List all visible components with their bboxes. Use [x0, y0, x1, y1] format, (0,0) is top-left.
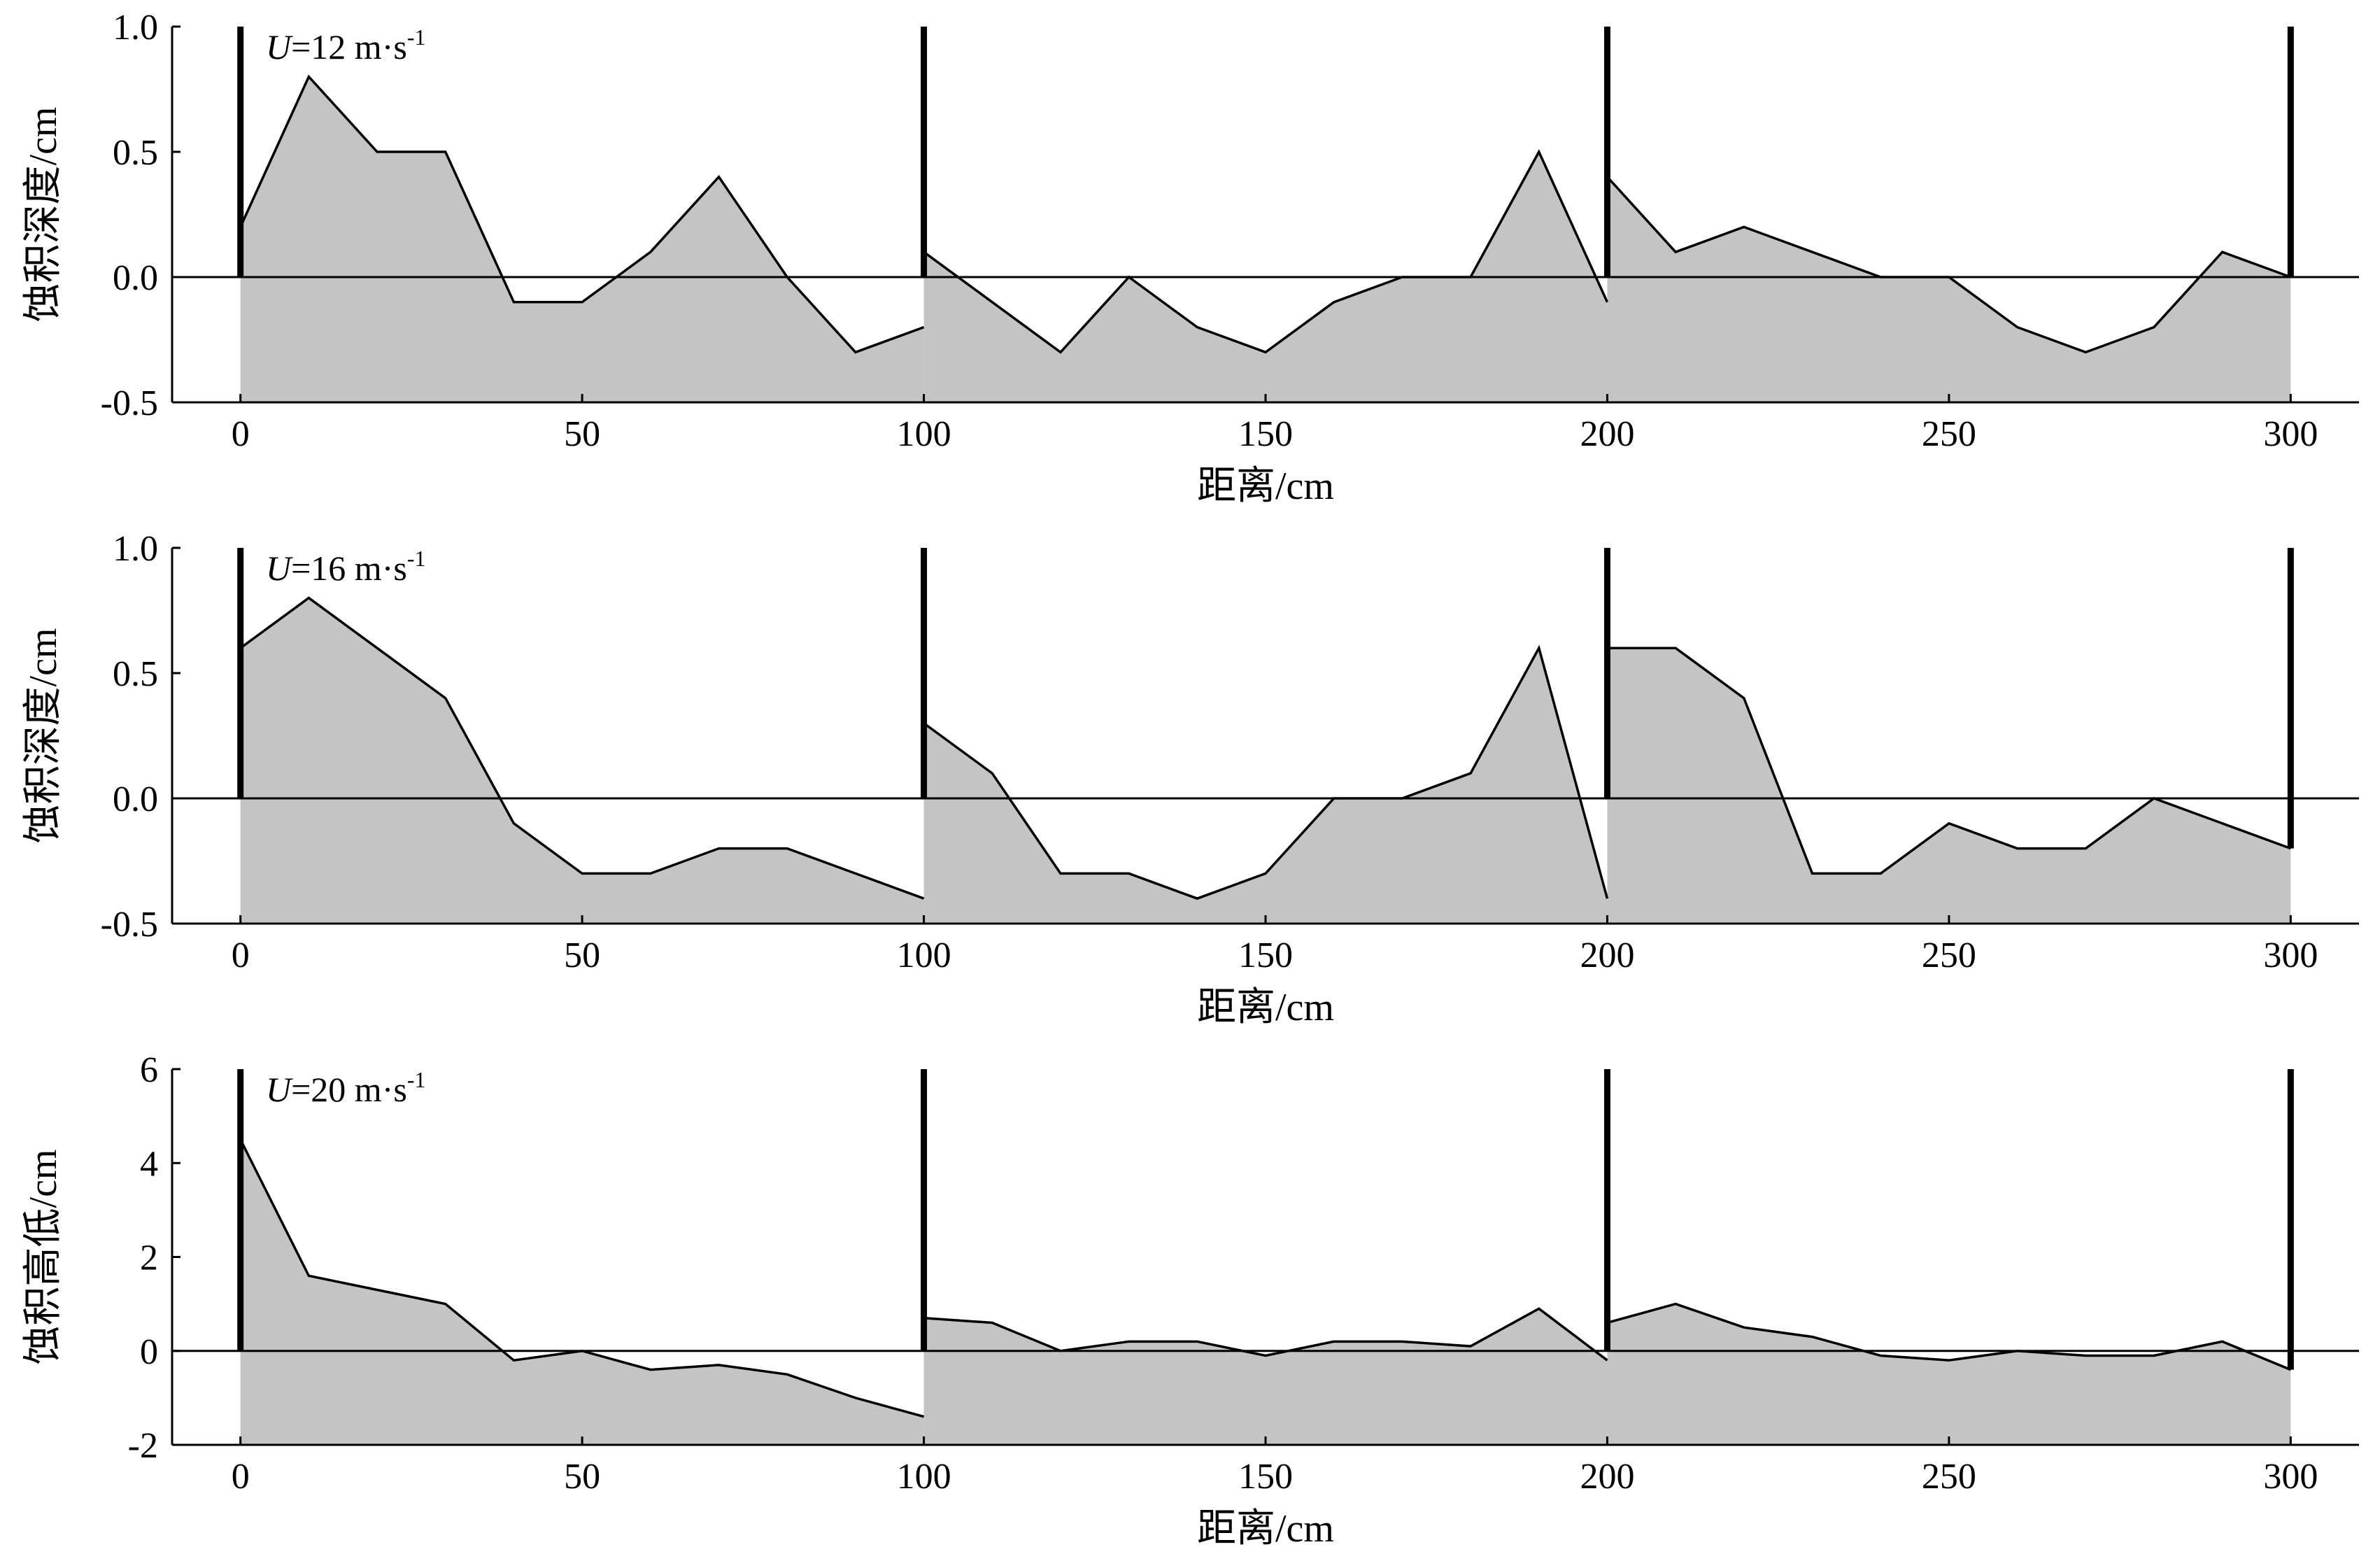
wind-speed-label: U=20 m·s-1	[266, 1067, 425, 1109]
deposition-area-2	[1607, 1304, 2291, 1445]
profile-line-1	[923, 149, 1609, 354]
wind-speed-value: =12 m·s	[291, 27, 407, 66]
y-tick-label: 0.5	[113, 654, 158, 694]
x-tick-label: 100	[897, 935, 951, 975]
wind-speed-symbol: U	[266, 1070, 293, 1109]
deposition-area-1	[923, 648, 1608, 924]
profile-line-0	[239, 74, 925, 354]
y-axis-title: 蚀积深度/cm	[22, 628, 65, 844]
x-tick-label: 50	[564, 935, 600, 975]
y-tick-label: -2	[128, 1426, 158, 1466]
wind-speed-value: =16 m·s	[291, 549, 407, 588]
x-tick-label: 150	[1238, 935, 1293, 975]
wind-speed-label: U=16 m·s-1	[266, 546, 425, 588]
y-tick-label: 0	[140, 1332, 158, 1372]
wind-speed-label: U=12 m·s-1	[266, 24, 425, 66]
x-tick-label: 250	[1922, 414, 1976, 454]
panel-u20: 0 50 100 150 200 250 300 -2 0 2 4 6 距离/cm 蚀积高低/cm U=20…	[22, 1050, 2359, 1551]
y-tick-label: 4	[140, 1144, 158, 1184]
y-tick-label: 0.0	[113, 258, 158, 298]
x-tick-label: 300	[2263, 935, 2318, 975]
panel-u12: 0 50 100 150 200 250 300 -0.5 0.0 0.5 1.0 距离/cm 蚀积深度…	[22, 8, 2359, 508]
wind-speed-symbol: U	[266, 27, 293, 66]
panel-u16: 0 50 100 150 200 250 300 -0.5 0.0 0.5 1.0 距离/cm 蚀积深度…	[22, 529, 2359, 1029]
deposition-area-0	[240, 598, 924, 924]
x-axis-title: 距离/cm	[1197, 465, 1334, 508]
x-tick-label: 250	[1922, 935, 1976, 975]
x-tick-label: 0	[232, 1457, 250, 1497]
x-tick-label: 100	[897, 414, 951, 454]
x-tick-label: 250	[1922, 1457, 1976, 1497]
wind-speed-unit-exponent: -1	[407, 24, 426, 50]
y-axis-title: 蚀积深度/cm	[22, 107, 65, 323]
y-tick-label: 2	[140, 1238, 158, 1278]
x-tick-label: 200	[1580, 1457, 1634, 1497]
y-tick-label: 0.5	[113, 133, 158, 173]
deposition-area-0	[240, 1139, 924, 1445]
x-tick-label: 150	[1238, 414, 1293, 454]
deposition-area-2	[1607, 648, 2291, 924]
y-tick-label: 6	[140, 1050, 158, 1090]
x-tick-label: 50	[564, 414, 600, 454]
x-tick-label: 150	[1238, 1457, 1293, 1497]
x-tick-label: 100	[897, 1457, 951, 1497]
x-tick-label: 200	[1580, 414, 1634, 454]
profile-line-1	[923, 1307, 1608, 1362]
wind-speed-symbol: U	[266, 549, 293, 588]
x-tick-label: 0	[232, 935, 250, 975]
profile-line-1	[923, 644, 1609, 900]
x-tick-label: 300	[2263, 414, 2318, 454]
wind-speed-value: =20 m·s	[291, 1070, 407, 1109]
x-axis-title: 距离/cm	[1197, 1507, 1334, 1551]
deposition-area-1	[923, 152, 1608, 402]
x-tick-label: 300	[2263, 1457, 2318, 1497]
wind-speed-unit-exponent: -1	[407, 1067, 426, 1092]
profile-line-2	[1607, 647, 2291, 875]
profile-line-2	[1606, 176, 2291, 354]
profile-line-0	[239, 1138, 925, 1418]
x-axis-title: 距离/cm	[1197, 986, 1334, 1029]
x-tick-label: 50	[564, 1457, 600, 1497]
y-tick-label: -0.5	[101, 383, 158, 423]
y-tick-label: 0.0	[113, 779, 158, 819]
profile-line-2	[1606, 1302, 2291, 1371]
deposition-area-2	[1607, 176, 2291, 403]
y-tick-label: 1.0	[113, 529, 158, 569]
wind-speed-unit-exponent: -1	[407, 546, 426, 571]
y-tick-label: -0.5	[101, 905, 158, 945]
deposition-area-1	[923, 1308, 1608, 1445]
y-axis-title: 蚀积高低/cm	[22, 1150, 65, 1365]
y-tick-label: 1.0	[113, 8, 158, 48]
deposition-area-0	[240, 76, 924, 402]
x-tick-label: 0	[232, 414, 250, 454]
x-tick-label: 200	[1580, 935, 1634, 975]
profile-line-0	[239, 596, 925, 900]
